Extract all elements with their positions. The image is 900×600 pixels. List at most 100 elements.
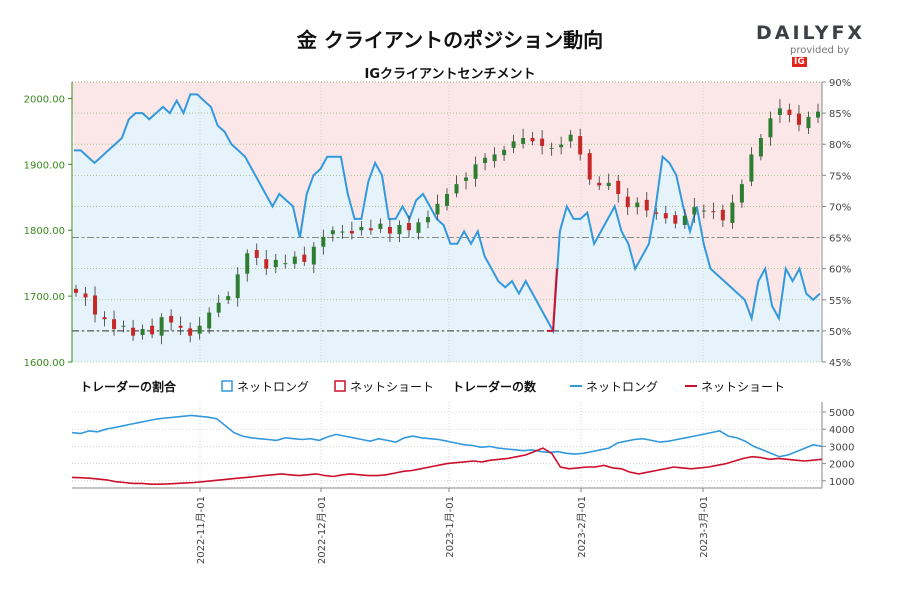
candle-body xyxy=(140,329,145,335)
candle-body xyxy=(188,328,193,336)
count-panel: 1000 2000 3000 4000 5000 2022-11月-01 2022-12月-… xyxy=(71,402,854,564)
candle-body xyxy=(454,184,459,194)
candle-body xyxy=(578,136,583,155)
candle-body xyxy=(597,182,602,186)
count-tick-label: 4000 xyxy=(829,425,854,436)
logo-word-right: FX xyxy=(831,22,866,44)
candle-body xyxy=(673,215,678,224)
price-tick-label: 1800.00 xyxy=(24,226,65,237)
x-tick-label: 2022-11月-01 xyxy=(195,496,207,564)
candle-body xyxy=(340,231,345,233)
candle-body xyxy=(435,203,440,215)
logo-word-left: DAILY xyxy=(756,22,832,44)
sentiment-tick-label: 85% xyxy=(829,109,851,120)
logo-sub-text: provided by xyxy=(790,45,850,56)
candle-body xyxy=(806,116,811,129)
sentiment-long-area xyxy=(72,94,822,363)
candle-body xyxy=(416,222,421,233)
candle-body xyxy=(739,184,744,203)
candle-body xyxy=(83,293,88,298)
logo-word: DAILYFX xyxy=(756,22,866,44)
candle-body xyxy=(74,288,78,293)
sentiment-tick-label: 90% xyxy=(829,78,851,89)
candle-body xyxy=(625,196,630,208)
candle-body xyxy=(445,194,449,206)
legend-ratio-long: ネットロング xyxy=(237,380,309,394)
candle-body xyxy=(216,302,221,313)
candle-body xyxy=(359,226,364,231)
legend-count-long: ネットロング xyxy=(586,380,658,394)
candle-body xyxy=(635,202,640,208)
candle-body xyxy=(768,118,773,138)
count-tick-label: 3000 xyxy=(829,442,854,453)
logo-sub: provided byIG xyxy=(790,45,866,67)
candle-body xyxy=(207,312,212,329)
price-panel: 45% 50% 55% 60% 65% 70% 75% 80% 85% 90% 1600.00 170… xyxy=(24,78,852,369)
candle-body xyxy=(378,223,383,229)
candle-body xyxy=(521,138,526,144)
candle-body xyxy=(796,113,801,125)
legend-ratio-long-swatch xyxy=(221,380,233,392)
candle-body xyxy=(273,259,278,268)
candle-body xyxy=(150,325,155,335)
candle-body xyxy=(473,164,478,179)
candle-body xyxy=(530,138,535,142)
candle-body xyxy=(235,274,240,299)
candle-body xyxy=(131,327,136,336)
candle-body xyxy=(112,319,117,330)
candle-body xyxy=(102,317,107,320)
candle-body xyxy=(349,230,354,234)
candle-body xyxy=(387,226,392,234)
candle-body xyxy=(616,180,621,194)
count-tick-label: 5000 xyxy=(829,408,854,419)
candle-body xyxy=(701,210,706,212)
candle-body xyxy=(226,296,231,301)
chart-title: 金 クライアントのポジション動向 xyxy=(296,28,604,52)
candle-body xyxy=(730,202,735,223)
candle-body xyxy=(178,325,183,328)
candle-body xyxy=(425,217,430,223)
candle-body xyxy=(483,157,488,164)
legend-count-title: トレーダーの数 xyxy=(452,379,537,394)
candle-body xyxy=(492,154,497,162)
ig-badge: IG xyxy=(792,57,807,67)
candle-body xyxy=(720,209,725,221)
x-tick-label: 2023-3月-01 xyxy=(698,496,710,558)
candle-body xyxy=(254,250,259,258)
candle-body xyxy=(159,317,164,336)
sentiment-tick-label: 75% xyxy=(829,171,851,182)
candle-body xyxy=(777,108,782,115)
candle-body xyxy=(283,263,288,265)
candle-body xyxy=(654,212,659,214)
legend-ratio-short: ネットショート xyxy=(350,380,434,394)
legend-ratio-title: トレーダーの割合 xyxy=(80,379,177,394)
candle-body xyxy=(692,207,697,215)
count-short-line xyxy=(71,447,823,486)
price-tick-label: 1900.00 xyxy=(24,160,65,171)
x-tick-label: 2023-2月-01 xyxy=(576,496,588,558)
price-tick-label: 2000.00 xyxy=(24,94,65,105)
x-tick-label: 2022-12月-01 xyxy=(316,496,328,564)
candle-body xyxy=(121,325,126,327)
sentiment-tick-label: 80% xyxy=(829,140,851,151)
candle-body xyxy=(606,182,611,187)
count-long-line xyxy=(71,414,823,458)
legend-count-short: ネットショート xyxy=(701,380,785,394)
price-tick-label: 1700.00 xyxy=(24,292,65,303)
sentiment-tick-label: 65% xyxy=(829,234,851,245)
candle-body xyxy=(292,256,297,264)
candle-body xyxy=(787,109,792,115)
x-tick-label: 2023-1月-01 xyxy=(444,496,456,558)
price-tick-label: 1600.00 xyxy=(24,358,65,369)
candle-body xyxy=(397,224,402,235)
candle-body xyxy=(311,246,316,265)
candle-body xyxy=(559,144,564,148)
candle-body xyxy=(587,153,592,180)
candle-body xyxy=(330,230,335,235)
sentiment-tick-label: 60% xyxy=(829,265,851,276)
candle-body xyxy=(749,154,754,182)
candle-body xyxy=(321,236,326,247)
legend-panel: トレーダーの割合 ネットロング ネットショート トレーダーの数 ネットロング ネ… xyxy=(80,379,785,394)
candle-body xyxy=(711,211,716,213)
